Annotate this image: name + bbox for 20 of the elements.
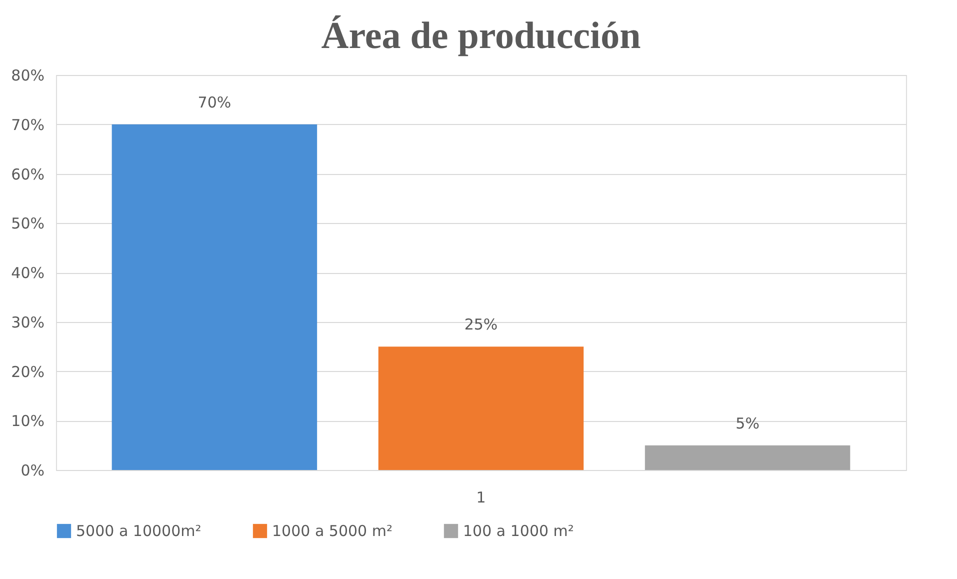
y-tick-label: 60% — [11, 165, 44, 184]
y-tick-label: 20% — [11, 362, 44, 381]
data-label: 70% — [198, 93, 232, 112]
legend-label: 100 a 1000 m² — [463, 522, 574, 540]
y-tick-label: 80% — [11, 66, 44, 84]
y-tick-label: 40% — [11, 264, 44, 282]
y-tick-label: 70% — [11, 116, 44, 134]
legend-label: 1000 a 5000 m² — [272, 522, 392, 540]
y-tick-label: 50% — [11, 214, 44, 233]
y-tick-label: 0% — [20, 462, 44, 480]
x-tick-label: 1 — [476, 488, 486, 506]
bar — [112, 124, 318, 470]
y-tick-label: 30% — [11, 313, 44, 332]
data-label: 25% — [464, 316, 498, 334]
data-label: 5% — [736, 414, 760, 432]
legend-label: 5000 a 10000m² — [76, 522, 202, 540]
chart-title: Área de producción — [321, 15, 641, 57]
bar — [644, 445, 850, 470]
bar — [378, 346, 584, 470]
y-tick-label: 10% — [11, 412, 44, 430]
